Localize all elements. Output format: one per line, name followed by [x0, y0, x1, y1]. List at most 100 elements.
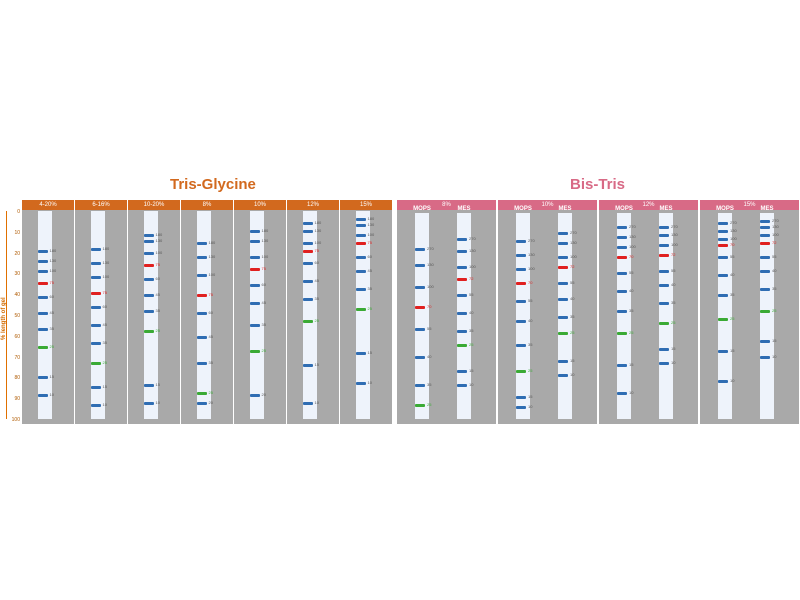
marker-band	[37, 312, 48, 315]
band-mw-label: 20	[208, 400, 213, 405]
band-mw-label: 180	[261, 228, 269, 233]
band-mw-label: 35	[570, 314, 575, 319]
band-mw-label: 60	[314, 260, 319, 265]
lane-header: MES	[760, 206, 774, 212]
band-mw-label: 60	[261, 282, 266, 287]
lane-header: MOPS	[514, 206, 532, 212]
marker-band	[415, 328, 425, 331]
band-mw-label: 25	[772, 308, 777, 313]
band-mw-label: 180	[102, 246, 110, 251]
marker-band	[249, 394, 260, 397]
marker-band	[760, 340, 770, 343]
band-mw-label: 270	[671, 224, 678, 229]
y-axis-tick: 20	[14, 250, 20, 257]
band-mw-label: 15	[629, 362, 634, 367]
band-mw-label: 130	[570, 240, 577, 245]
marker-band	[558, 360, 568, 363]
band-mw-label: 10	[570, 372, 575, 377]
band-mw-label: 40	[469, 310, 474, 315]
band-mw-label: 10	[629, 390, 634, 395]
marker-band	[143, 384, 154, 387]
marker-band	[516, 320, 526, 323]
marker-band	[718, 230, 728, 233]
marker-band	[617, 272, 627, 275]
bis-tris-title: Bis-Tris	[570, 176, 626, 193]
marker-band	[302, 364, 313, 367]
band-mw-label: 270	[629, 224, 636, 229]
marker-band	[196, 294, 207, 297]
marker-band	[659, 254, 669, 257]
band-mw-label: 35	[772, 286, 777, 291]
band-mw-label: 60	[155, 276, 160, 281]
band-mw-label: 35	[314, 296, 319, 301]
band-mw-label: 45	[49, 310, 54, 315]
marker-band	[760, 226, 770, 229]
marker-band	[37, 376, 48, 379]
band-mw-label: 100	[772, 232, 779, 237]
marker-band	[90, 342, 101, 345]
band-mw-label: 270	[528, 238, 535, 243]
band-mw-label: 130	[367, 222, 375, 227]
band-mw-label: 35	[49, 326, 54, 331]
panel-header: 10-20%	[128, 200, 180, 210]
band-mw-label: 130	[772, 224, 779, 229]
marker-band	[659, 270, 669, 273]
marker-band	[196, 242, 207, 245]
marker-band	[37, 250, 48, 253]
marker-band	[415, 356, 425, 359]
panel-header: 10%	[234, 200, 286, 210]
marker-band	[516, 254, 526, 257]
band-mw-label: 60	[208, 310, 213, 315]
marker-band	[355, 256, 366, 259]
band-mw-label: 55	[730, 254, 735, 259]
marker-band	[760, 270, 770, 273]
panel-header: 4-20%	[22, 200, 74, 210]
marker-band	[90, 404, 101, 407]
band-mw-label: 25	[570, 330, 575, 335]
marker-band	[415, 404, 425, 407]
band-mw-label: 55	[772, 254, 777, 259]
marker-band	[355, 382, 366, 385]
band-mw-label: 40	[730, 272, 735, 277]
y-axis-tick: 30	[14, 271, 20, 278]
band-mw-label: 130	[730, 228, 737, 233]
band-mw-label: 10	[102, 402, 107, 407]
marker-band	[558, 242, 568, 245]
marker-band	[90, 292, 101, 295]
band-mw-label: 35	[528, 342, 533, 347]
marker-band	[249, 324, 260, 327]
marker-band	[718, 274, 728, 277]
marker-band	[249, 350, 260, 353]
band-mw-label: 100	[629, 244, 636, 249]
marker-band	[355, 218, 366, 221]
band-mw-label: 270	[772, 218, 779, 223]
marker-band	[355, 270, 366, 273]
band-mw-label: 25	[314, 318, 319, 323]
band-mw-label: 20	[261, 392, 266, 397]
marker-band	[143, 310, 154, 313]
marker-band	[249, 284, 260, 287]
band-mw-label: 25	[427, 402, 432, 407]
marker-band	[457, 294, 467, 297]
marker-band	[143, 240, 154, 243]
marker-band	[516, 282, 526, 285]
marker-band	[516, 396, 526, 399]
marker-band	[37, 328, 48, 331]
band-mw-label: 55	[570, 280, 575, 285]
band-mw-label: 100	[427, 284, 434, 289]
gel-lane	[355, 211, 370, 419]
marker-band	[90, 276, 101, 279]
band-mw-label: 25	[49, 344, 54, 349]
marker-band	[355, 234, 366, 237]
marker-band	[90, 306, 101, 309]
band-mw-label: 130	[427, 262, 434, 267]
marker-band	[760, 288, 770, 291]
marker-band	[558, 282, 568, 285]
gel-lane	[659, 213, 673, 419]
marker-band	[659, 226, 669, 229]
gel-panel	[599, 210, 698, 424]
band-mw-label: 130	[102, 260, 110, 265]
band-mw-label: 15	[367, 350, 372, 355]
marker-band	[196, 336, 207, 339]
band-mw-label: 35	[155, 308, 160, 313]
